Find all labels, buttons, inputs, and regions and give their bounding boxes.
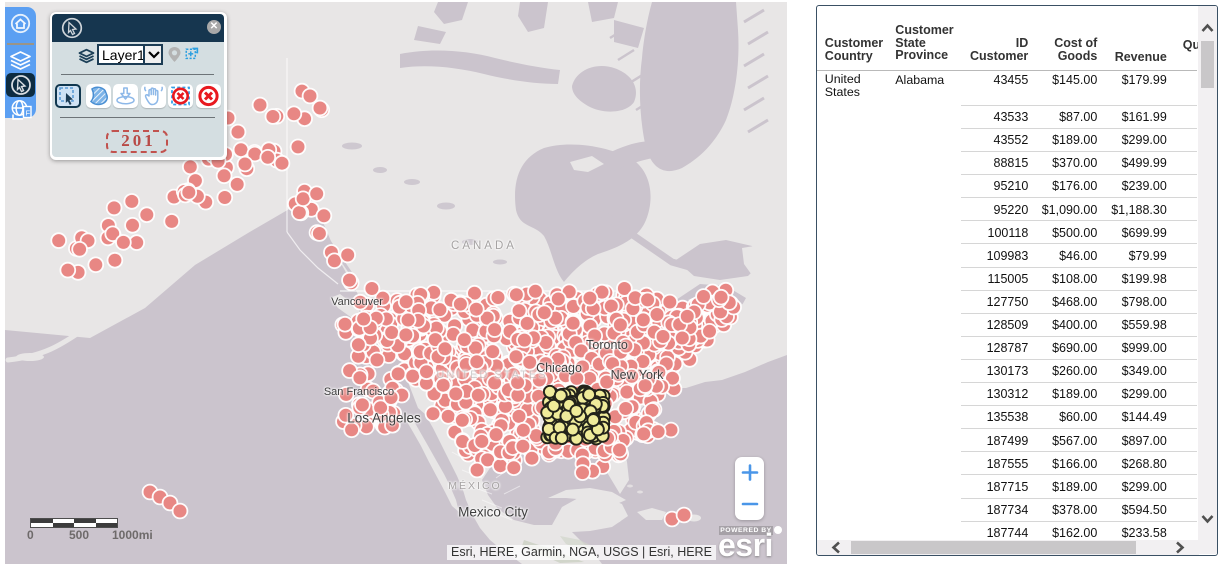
svg-text:F: F — [26, 109, 31, 118]
